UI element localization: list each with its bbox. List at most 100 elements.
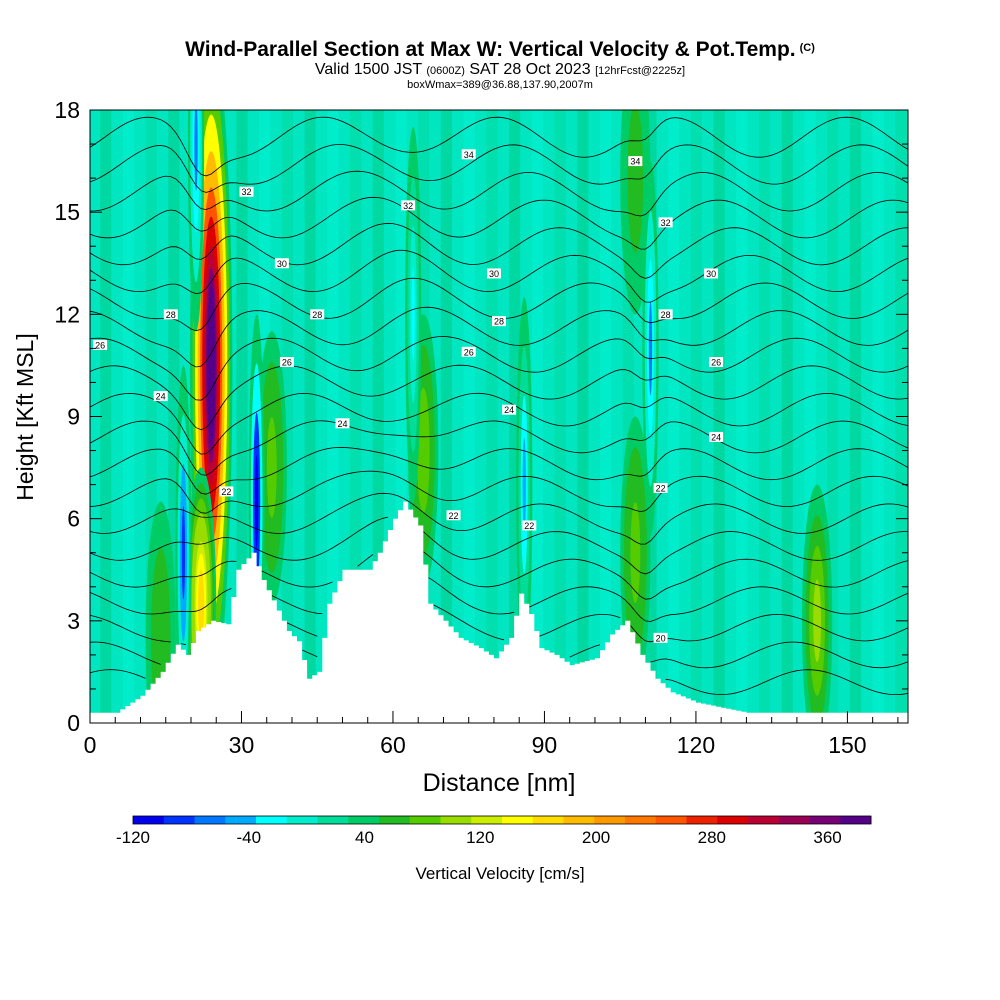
- field-stripe: [372, 110, 384, 723]
- field-stripe: [327, 110, 339, 723]
- x-tick-label: 60: [380, 732, 406, 758]
- colorbar-tick-label: 40: [355, 828, 374, 847]
- colorbar-swatch: [194, 816, 226, 824]
- field-stripe: [350, 110, 362, 723]
- isentrope-line: [90, 470, 908, 514]
- field-stripe: [554, 110, 566, 723]
- downdraft-core: [648, 301, 653, 396]
- colorbar-swatch: [778, 816, 810, 824]
- isentrope-line: [90, 196, 908, 250]
- svg-text:34: 34: [630, 157, 640, 167]
- svg-text:28: 28: [494, 317, 504, 327]
- colorbar-tick-label: 280: [697, 828, 726, 847]
- isentrope-label: 30: [274, 258, 289, 269]
- colorbar-swatch: [809, 816, 841, 824]
- field-stripe: [849, 110, 862, 723]
- isentrope-line: [90, 420, 908, 476]
- svg-text:34: 34: [464, 150, 474, 160]
- svg-text:30: 30: [489, 269, 499, 279]
- field-stripe: [531, 110, 543, 723]
- svg-text:28: 28: [166, 310, 176, 320]
- x-tick-label: 0: [84, 732, 97, 758]
- svg-text:20: 20: [656, 633, 666, 643]
- x-tick-label: 30: [229, 732, 255, 758]
- x-tick-label: 150: [828, 732, 866, 758]
- isentrope-line: [90, 669, 908, 696]
- isentrope-label: 20: [653, 632, 668, 643]
- colorbar-swatch: [532, 816, 564, 824]
- isentrope-label: 22: [653, 483, 668, 494]
- svg-text:30: 30: [706, 269, 716, 279]
- isentrope-line: [90, 604, 908, 646]
- colorbar-swatch: [286, 816, 318, 824]
- isentrope-label: 32: [401, 200, 416, 211]
- svg-text:26: 26: [464, 347, 474, 357]
- colorbar-swatch: [625, 816, 657, 824]
- downdraft-core: [522, 437, 526, 532]
- isentrope-label: 28: [310, 309, 325, 320]
- field-stripe: [145, 110, 157, 723]
- colorbar-swatch: [348, 816, 380, 824]
- field-stripe: [486, 110, 498, 723]
- svg-text:26: 26: [95, 340, 105, 350]
- downdraft-core: [181, 505, 186, 600]
- isentrope-label: 24: [153, 391, 168, 402]
- field-stripe: [395, 110, 407, 723]
- isentrope-label: 26: [709, 357, 724, 368]
- updraft-core: [632, 144, 639, 213]
- x-tick-label: 120: [677, 732, 715, 758]
- colorbar-tick-label: -120: [115, 828, 151, 847]
- isentrope-line: [90, 116, 908, 177]
- field-stripe: [509, 110, 521, 723]
- isentrope-label: 22: [446, 510, 461, 521]
- updraft-core: [814, 586, 821, 655]
- colorbar-swatch: [317, 816, 349, 824]
- isentrope-label: 26: [461, 346, 476, 357]
- svg-text:28: 28: [661, 310, 671, 320]
- isentrope-line: [90, 249, 908, 303]
- svg-text:22: 22: [524, 521, 534, 531]
- updraft-core: [206, 284, 216, 447]
- colorbar-swatch: [133, 816, 165, 824]
- field-stripe: [713, 110, 725, 723]
- updraft-core: [632, 518, 639, 587]
- svg-text:26: 26: [282, 358, 292, 368]
- field-stripe: [872, 110, 884, 723]
- isentrope-label: 28: [492, 316, 506, 327]
- colorbar-swatch: [717, 816, 749, 824]
- isentrope-label: 28: [163, 309, 178, 320]
- isentrope-line: [90, 641, 908, 669]
- y-tick-label: 6: [67, 506, 80, 532]
- isentrope-line: [90, 222, 908, 279]
- field-stripe: [599, 110, 612, 723]
- isentrope-label: 34: [461, 149, 476, 160]
- isentrope-line: [90, 492, 908, 545]
- isentrope-line: [90, 392, 908, 455]
- isentrope-line: [90, 577, 908, 622]
- isentrope-line: [90, 551, 908, 600]
- svg-text:32: 32: [242, 187, 252, 197]
- terrain-mask: [90, 501, 908, 723]
- y-tick-label: 15: [54, 199, 80, 225]
- isentrope-label: 22: [219, 486, 234, 497]
- updraft-core: [268, 433, 275, 502]
- x-axis: 0 30 60 90 120 150: [84, 711, 899, 758]
- svg-text:24: 24: [337, 419, 347, 429]
- field-stripe: [281, 110, 293, 723]
- isentrope-line: [90, 335, 908, 401]
- field-stripe: [759, 110, 771, 723]
- isentrope-line: [90, 144, 908, 193]
- isentrope-labels: 34 34 32 32 32 30 30 30 28 28 28 28 26 26 26 26 24 24 24 24…: [93, 149, 724, 643]
- colorbar-tick-label: 200: [581, 828, 611, 847]
- isentrope-label: 32: [658, 217, 673, 228]
- svg-text:28: 28: [312, 310, 322, 320]
- field-stripe: [804, 110, 816, 723]
- downdraft-core: [194, 110, 198, 191]
- field-stripe: [622, 110, 634, 723]
- isentrope-label: 30: [486, 268, 501, 279]
- isentrope-label: 28: [658, 309, 673, 320]
- updraft-core: [157, 603, 164, 672]
- field-stripe: [463, 110, 475, 723]
- y-tick-label: 12: [54, 301, 80, 327]
